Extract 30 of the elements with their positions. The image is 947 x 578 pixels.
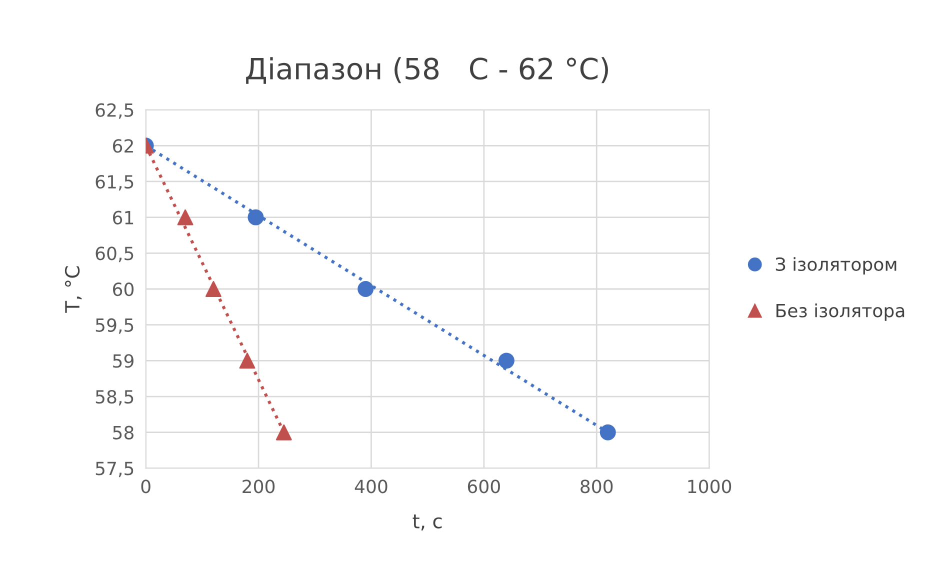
point — [248, 209, 264, 226]
point — [600, 424, 616, 440]
chart-title: Діапазон (58 C - 62 °C) — [246, 57, 608, 84]
x-tick-label: 0 — [141, 480, 150, 494]
y-tick-label: 58 — [113, 426, 134, 440]
point — [358, 281, 374, 297]
legend-label: Без ізолятора — [776, 303, 904, 321]
y-tick-label: 59 — [113, 354, 134, 368]
point — [498, 352, 514, 369]
point — [177, 209, 194, 226]
y-tick-label: 62,5 — [96, 103, 134, 119]
y-tick-label: 58,5 — [96, 390, 134, 406]
legend-label: З ізолятором — [776, 257, 896, 275]
y-tick-label: 60 — [113, 282, 134, 296]
x-tick-label: 600 — [468, 480, 500, 494]
point — [205, 281, 222, 297]
y-tick-label: 59,5 — [96, 318, 134, 334]
y-tick-label: 60,5 — [96, 246, 134, 262]
point — [239, 352, 256, 369]
y-tick-label: 62 — [113, 139, 133, 153]
y-tick-label: 61 — [113, 210, 134, 224]
x-axis-title: t, c — [412, 514, 442, 530]
y-axis-title: T, °C — [64, 266, 82, 313]
y-tick-label: 57,5 — [96, 462, 134, 478]
x-tick-label: 200 — [242, 480, 275, 494]
x-tick-label: 400 — [354, 480, 388, 494]
x-tick-label: 1000 — [688, 480, 732, 494]
point — [276, 424, 292, 440]
y-tick-label: 61,5 — [96, 174, 134, 190]
x-tick-label: 800 — [580, 480, 613, 494]
